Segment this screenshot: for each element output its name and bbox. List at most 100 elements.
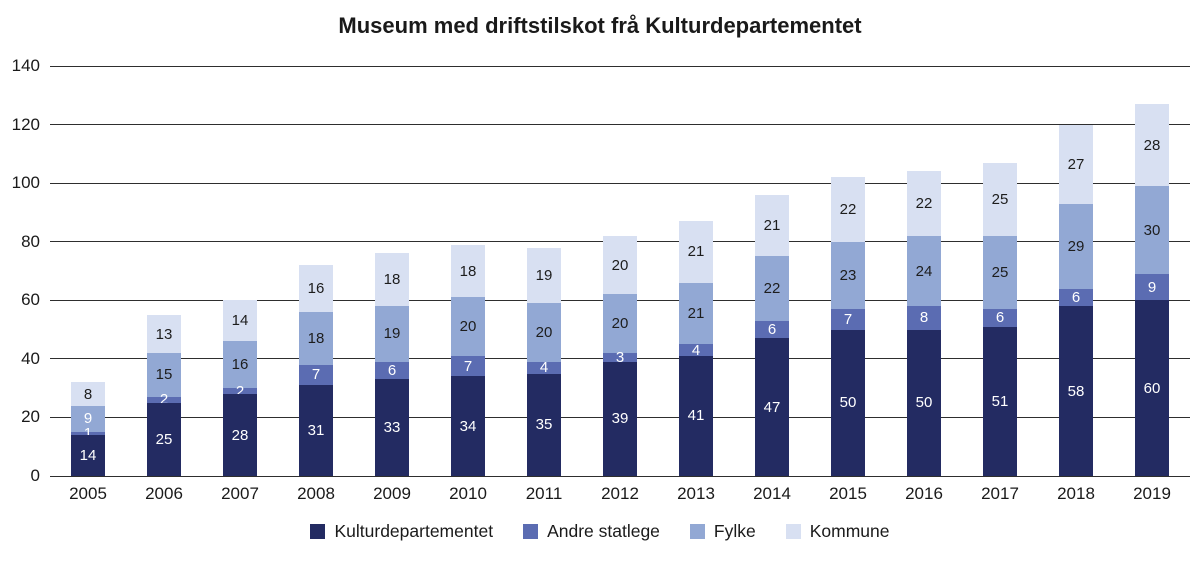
bar-segment: 39 [603,361,637,476]
bar-segment: 27 [1059,124,1093,204]
bar-segment: 6 [755,320,789,339]
bar-segment: 23 [831,241,865,310]
legend-label: Kommune [809,521,890,541]
stacked-bar-2018: 58 6 29 27 [1059,124,1093,476]
x-tick-label: 2008 [297,484,335,503]
bar-segment: 60 [1135,300,1169,476]
stacked-bar-2019: 60 9 30 28 [1135,104,1169,476]
x-tick-label: 2012 [601,484,639,503]
bar-segment: 16 [299,265,333,313]
y-tick-label: 80 [21,231,40,251]
bar-segment: 15 [147,353,181,397]
legend-item: Kulturdepartementet [310,521,493,542]
chart-title: Museum med driftstilskot frå Kulturdepar… [338,13,862,38]
y-tick-label: 60 [21,290,40,310]
bar-segment: 7 [451,355,485,377]
bar-slot: 60 9 30 28 [1114,66,1190,476]
gridline [50,182,1190,184]
bar-slot: 50 7 23 22 [810,66,886,476]
bar-slot: 34 7 20 18 [430,66,506,476]
bar-segment: 6 [375,361,409,380]
bar-segment: 22 [907,171,941,236]
bar-segment: 25 [983,162,1017,236]
stacked-bar-2008: 31 7 18 16 [299,265,333,476]
bar-segment: 20 [603,294,637,354]
x-tick-label: 2015 [829,484,867,503]
bar-segment: 18 [451,244,485,298]
bar-segment: 1 [71,426,105,441]
legend-label: Fylke [713,521,756,541]
legend-swatch [523,524,539,539]
bar-segment: 34 [451,376,485,476]
stacked-bar-2005: 14 1 9 8 [71,382,105,476]
bar-segment: 20 [451,297,485,356]
bar-segment: 19 [527,247,561,304]
bar-slot: 28 2 16 14 [202,66,278,476]
bar-segment: 51 [983,326,1017,476]
bar-segment: 18 [375,253,409,307]
bar-slot: 14 1 9 8 [50,66,126,476]
bar-segment: 28 [1135,104,1169,187]
bar-segment: 30 [1135,186,1169,274]
x-tick-label: 2007 [221,484,259,503]
x-tick-label: 2009 [373,484,411,503]
x-tick-label: 2019 [1133,484,1171,503]
bar-segment: 14 [223,300,257,342]
bar-segment: 22 [831,177,865,242]
bar-segment: 2 [223,384,257,398]
bar-slot: 35 4 20 19 [506,66,582,476]
bar-segment: 8 [71,382,105,406]
bar-segment: 9 [1135,273,1169,301]
x-tick-label: 2018 [1057,484,1095,503]
legend-label: Andre statlege [547,521,660,541]
gridline [50,124,1190,126]
stacked-bar-2007: 28 2 16 14 [223,300,257,476]
x-tick-label: 2014 [753,484,791,503]
bar-slot: 51 6 25 25 [962,66,1038,476]
bars-layer: 14 1 9 8 25 2 15 13 28 2 16 14 31 7 18 16 33 6 19 18 34 7 20 18… [50,66,1190,476]
x-axis: 2005 2006 2007 2008 2009 2010 2011 2012 2013 2014… [50,476,1190,504]
bar-segment: 28 [223,394,257,476]
bar-segment: 18 [299,312,333,365]
bar-segment: 14 [71,435,105,476]
bar-segment: 31 [299,385,333,476]
stacked-bar-2014: 47 6 22 21 [755,194,789,476]
y-tick-label: 20 [21,407,40,427]
bar-segment: 35 [527,373,561,476]
bar-slot: 58 6 29 27 [1038,66,1114,476]
x-tick-label: 2017 [981,484,1019,503]
bar-slot: 41 4 21 21 [658,66,734,476]
bar-segment: 4 [527,360,561,375]
legend: Kulturdepartementet Andre statlege Fylke Ko… [0,521,1200,542]
bar-slot: 47 6 22 21 [734,66,810,476]
x-tick-label: 2006 [145,484,183,503]
legend-label: Kulturdepartementet [334,521,494,541]
plot-area: 0 20 40 60 80 100 120 140 14 1 9 8 25 2 15 13 28 2 16 14 31 7… [12,57,1190,485]
x-axis-line [50,475,1190,477]
stacked-bar-2015: 50 7 23 22 [831,177,865,476]
bar-segment: 13 [147,314,181,354]
x-tick-label: 2010 [449,484,487,503]
bar-segment: 7 [831,309,865,330]
legend-item: Kommune [785,521,890,542]
bar-segment: 20 [603,235,637,295]
x-tick-label: 2013 [677,484,715,503]
bar-slot: 25 2 15 13 [126,66,202,476]
bar-segment: 41 [679,355,713,476]
legend-swatch [785,524,801,539]
bar-segment: 33 [375,379,409,476]
stacked-bar-2009: 33 6 19 18 [375,253,409,476]
bar-segment: 47 [755,338,789,476]
legend-item: Andre statlege [523,521,660,542]
y-tick-label: 40 [21,348,40,368]
bar-segment: 7 [299,364,333,386]
bar-segment: 9 [71,405,105,433]
bar-segment: 58 [1059,306,1093,476]
bar-segment: 6 [1059,288,1093,307]
x-tick-label: 2016 [905,484,943,503]
legend-item: Fylke [689,521,756,542]
x-tick-label: 2011 [525,484,563,503]
bar-segment: 29 [1059,203,1093,289]
stacked-bar-2013: 41 4 21 21 [679,221,713,476]
